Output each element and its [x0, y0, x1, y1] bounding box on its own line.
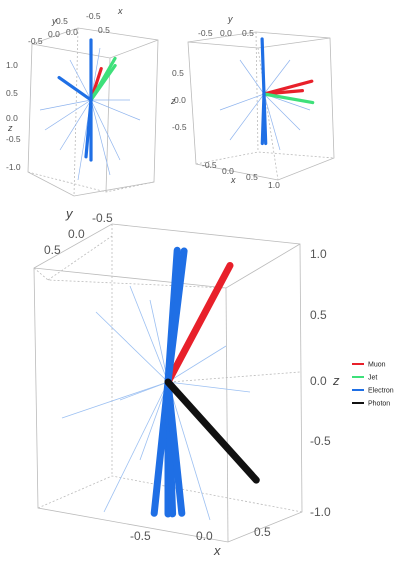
bounding-box: [187, 31, 335, 181]
tick-label: 0.0: [68, 227, 85, 241]
legend-entry-muon: Muon: [352, 362, 386, 369]
x-axis-label: x: [230, 175, 236, 185]
tick-label: 0.0: [220, 28, 232, 38]
tick-label: -0.5: [92, 211, 113, 225]
tick-label: -0.5: [310, 434, 331, 448]
panel-top-left: -0.5 0.0 0.5 x -0.5 0.0 0.5 y 1.0 0.5 0.…: [6, 6, 159, 197]
tick-label: 0.5: [254, 525, 271, 539]
electron-track-1: [164, 247, 188, 386]
tick-label: 0.5: [242, 28, 254, 38]
tick-label: -1.0: [310, 505, 331, 519]
legend-entry-jet: Jet: [352, 375, 377, 382]
legend-label: Electron: [368, 388, 394, 395]
tick-label: -0.5: [28, 36, 43, 46]
tick-label: 1.0: [6, 60, 18, 70]
tick-label: 0.5: [44, 243, 61, 257]
tick-label: -1.0: [6, 162, 21, 172]
legend-label: Photon: [368, 401, 390, 408]
photon-track-0: [164, 378, 260, 484]
tick-label: 1.0: [268, 180, 280, 190]
tick-label: 0.5: [310, 308, 327, 322]
legend-label: Muon: [368, 362, 386, 369]
z-axis-label: z: [7, 123, 13, 133]
muon-track-0: [164, 262, 234, 386]
electron-track-2: [260, 92, 266, 146]
x-axis-label: x: [213, 543, 221, 558]
jet-track-0: [262, 92, 315, 105]
tick-label: 0.0: [222, 166, 234, 176]
tick-label: -0.5: [202, 160, 217, 170]
y-axis-label: y: [51, 16, 57, 26]
electron-track-0: [260, 37, 266, 96]
tick-label: 0.0: [174, 95, 186, 105]
electron-track-5: [164, 378, 186, 517]
jet-track-1: [89, 56, 117, 102]
tracks-group: [150, 246, 260, 518]
legend-entry-electron: Electron: [352, 388, 394, 395]
tracks-group: [260, 37, 315, 146]
tick-label: 0.5: [6, 88, 18, 98]
tick-label: 0.5: [172, 68, 184, 78]
tick-label: 0.5: [98, 25, 110, 35]
tick-label: -0.5: [6, 134, 21, 144]
y-axis-label: y: [65, 206, 74, 221]
tick-label: -0.5: [172, 122, 187, 132]
tick-label: 0.0: [6, 113, 18, 123]
thin-tracks: [61, 285, 251, 521]
tick-label: 0.0: [66, 27, 78, 37]
bounding-box: [27, 27, 159, 197]
tick-label: 0.0: [196, 529, 213, 543]
tick-label: -0.5: [86, 11, 101, 21]
tick-label: -0.5: [130, 529, 151, 543]
muon-track-1: [262, 88, 304, 96]
tick-label: 0.5: [246, 172, 258, 182]
electron-track-3: [57, 75, 93, 102]
bounding-box: [33, 223, 303, 543]
panel-top-right: -0.5 0.0 0.5 y 0.5 0.0 -0.5 z -0.5 0.0 0…: [170, 14, 335, 190]
z-axis-label: z: [170, 96, 176, 106]
tick-label: 0.0: [48, 29, 60, 39]
panel-bottom: -0.5 0.0 0.5 y 1.0 0.5 0.0 -0.5 -1.0 z -…: [33, 206, 340, 558]
y-axis-label: y: [227, 14, 233, 24]
tick-label: 1.0: [310, 247, 327, 261]
tracks-group: [57, 38, 117, 162]
x-axis-label: x: [117, 6, 123, 16]
tick-label: 0.5: [56, 16, 68, 26]
legend-label: Jet: [368, 375, 377, 382]
legend-entry-photon: Photon: [352, 401, 390, 408]
tick-label: -0.5: [198, 28, 213, 38]
z-axis-label: z: [332, 373, 340, 388]
electron-track-2: [84, 98, 93, 159]
tick-label: 0.0: [310, 374, 327, 388]
legend: Muon Jet Electron Photon: [352, 362, 394, 408]
